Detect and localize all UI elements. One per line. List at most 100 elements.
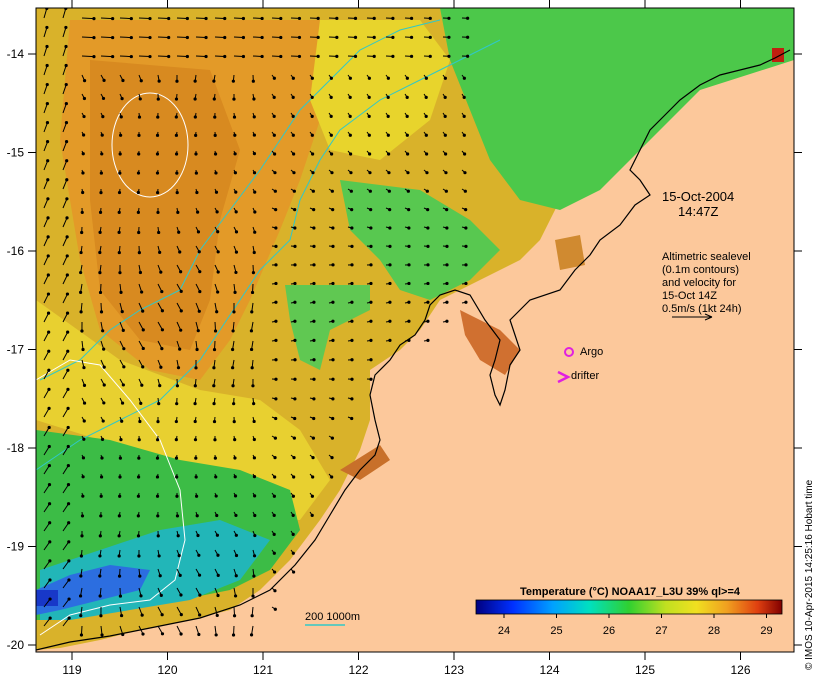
velocity-arrowhead — [156, 210, 160, 215]
velocity-arrowhead — [136, 534, 141, 538]
velocity-arrowhead — [148, 54, 152, 59]
velocity-arrowhead — [92, 35, 96, 40]
velocity-arrowhead — [82, 133, 86, 137]
velocity-arrowhead — [425, 189, 429, 193]
velocity-arrow — [43, 217, 49, 228]
velocity-arrow — [62, 46, 67, 57]
velocity-arrowhead — [231, 347, 235, 352]
velocity-arrowhead — [231, 366, 235, 370]
velocity-arrowhead — [274, 377, 278, 381]
velocity-arrowhead — [213, 152, 218, 156]
velocity-arrowhead — [121, 328, 125, 332]
colorbar-tick-label: 28 — [708, 625, 720, 637]
velocity-arrowhead — [65, 292, 70, 296]
velocity-arrowhead — [139, 401, 143, 405]
velocity-arrow — [43, 179, 49, 190]
velocity-arrowhead — [447, 54, 451, 58]
velocity-arrowhead — [137, 251, 141, 255]
velocity-arrowhead — [443, 133, 447, 137]
velocity-arrow — [62, 236, 68, 247]
velocity-arrowhead — [445, 208, 449, 212]
velocity-arrowhead — [330, 189, 334, 193]
velocity-arrowhead — [167, 16, 171, 21]
velocity-arrowhead — [81, 494, 85, 498]
velocity-arrowhead — [274, 338, 278, 342]
velocity-arrowhead — [160, 613, 164, 617]
velocity-arrowhead — [119, 133, 123, 137]
velocity-arrowhead — [350, 416, 354, 421]
velocity-arrowhead — [64, 121, 69, 125]
lat-tick-label: -15 — [7, 146, 25, 160]
velocity-arrowhead — [45, 140, 50, 144]
velocity-arrowhead — [82, 114, 86, 119]
velocity-arrowhead — [119, 115, 123, 119]
velocity-arrowhead — [350, 226, 354, 230]
velocity-arrowhead — [330, 456, 334, 460]
velocity-arrowhead — [176, 534, 180, 538]
velocity-arrowhead — [79, 614, 83, 618]
velocity-arrowhead — [426, 263, 430, 267]
velocity-arrowhead — [409, 54, 414, 58]
velocity-arrowhead — [65, 273, 69, 277]
velocity-arrowhead — [252, 402, 256, 406]
velocity-arrowhead — [65, 311, 70, 315]
velocity-arrowhead — [291, 114, 295, 118]
velocity-arrowhead — [67, 521, 71, 525]
velocity-arrowhead — [157, 230, 161, 235]
velocity-arrowhead — [316, 16, 320, 21]
velocity-arrowhead — [260, 54, 264, 59]
lat-tick-label: -14 — [7, 47, 25, 61]
argo-marker — [564, 347, 574, 357]
velocity-arrowhead — [426, 244, 430, 248]
velocity-arrowhead — [233, 171, 237, 175]
velocity-arrowhead — [141, 309, 145, 313]
velocity-arrowhead — [292, 456, 296, 460]
velocity-arrowhead — [46, 235, 50, 239]
velocity-arrowhead — [179, 270, 183, 274]
velocity-arrowhead — [388, 300, 392, 304]
velocity-arrowhead — [231, 79, 235, 83]
velocity-arrowhead — [311, 475, 315, 479]
velocity-arrowhead — [424, 95, 428, 99]
velocity-arrowhead — [81, 152, 85, 156]
velocity-arrowhead — [273, 152, 277, 156]
velocity-arrowhead — [250, 290, 255, 295]
velocity-arrowhead — [175, 190, 179, 195]
velocity-arrowhead — [426, 208, 430, 212]
velocity-arrowhead — [194, 456, 198, 460]
velocity-arrowhead — [388, 319, 392, 323]
velocity-arrowhead — [279, 16, 283, 21]
drifter-marker — [557, 370, 571, 384]
velocity-arrowhead — [158, 574, 162, 578]
velocity-arrow — [157, 36, 169, 39]
velocity-arrow — [62, 27, 67, 38]
velocity-arrowhead — [233, 290, 237, 295]
lon-tick-label: 120 — [157, 663, 177, 677]
altimetry-line-4: 15-Oct 14Z — [662, 290, 717, 302]
velocity-arrowhead — [213, 329, 218, 333]
velocity-arrowhead — [312, 319, 316, 323]
velocity-arrowhead — [67, 578, 71, 582]
velocity-arrowhead — [272, 76, 276, 80]
velocity-arrow — [43, 141, 49, 152]
velocity-arrowhead — [444, 152, 448, 156]
velocity-arrowhead — [65, 178, 69, 182]
velocity-arrowhead — [196, 533, 200, 538]
velocity-arrowhead — [292, 189, 296, 193]
velocity-arrowhead — [48, 616, 52, 620]
velocity-arrowhead — [348, 133, 352, 137]
velocity-arrowhead — [310, 76, 314, 80]
velocity-arrowhead — [291, 95, 295, 99]
velocity-arrow — [43, 598, 51, 608]
velocity-arrowhead — [331, 208, 335, 212]
velocity-arrowhead — [100, 133, 104, 137]
velocity-arrowhead — [353, 16, 358, 20]
velocity-arrow — [138, 36, 151, 39]
velocity-arrowhead — [47, 444, 51, 449]
velocity-arrow — [62, 293, 68, 304]
velocity-arrowhead — [65, 197, 69, 201]
sealevel-contour-north — [111, 92, 189, 198]
velocity-arrowhead — [350, 358, 354, 362]
velocity-arrow — [195, 17, 207, 20]
velocity-arrow — [157, 17, 169, 20]
